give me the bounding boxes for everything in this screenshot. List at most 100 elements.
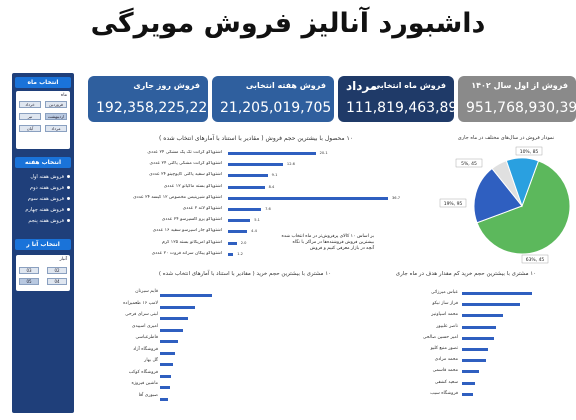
customer-bar <box>160 305 196 309</box>
seller-bar <box>462 370 480 374</box>
customers-title: ۱۰ مشتری با بیشترین حجم خرید ( مقادیر با… <box>158 271 332 277</box>
kpi-day: فروش روز جاری 192,358,225,225 <box>88 76 208 122</box>
top-product-label: اشتوپاکو پرو اکسپرسو ۲۴ عددی <box>161 217 222 223</box>
top-product-label: اشتوپاکو بسته ماکیاتو ۱۲ عددی <box>163 183 222 189</box>
radio-dot-icon <box>67 208 70 211</box>
top-product-label: اشتوپاکو گرانت تک پک مشکی ۲۴ عددی <box>147 150 222 155</box>
top-product-bar <box>228 219 251 223</box>
seller-bar <box>462 292 532 295</box>
year-box-title: آنبار <box>59 257 67 262</box>
kpi-value: 192,358,225,225 <box>96 100 208 116</box>
top-product-value: 8.4 <box>268 184 275 189</box>
month-chip[interactable]: فروردین <box>45 101 67 108</box>
sellers-title: ۱۰ مشتری با بیشترین حجم خرید کم مقدار هد… <box>395 271 537 277</box>
kpi-value: 111,819,463,898 <box>346 100 454 116</box>
top-product-label: اشتوپاکو جار اسپرسو سفید ۱۶ عددی <box>152 228 222 234</box>
top-product-bar <box>228 208 262 211</box>
week-item[interactable]: فروش هفته چهارم <box>16 207 70 213</box>
seller-label: امیر حسین صالحی <box>422 334 458 340</box>
week-item[interactable]: فروش هفته دوم <box>16 185 70 191</box>
pie-title: نمودار فروش در سال‌های مختلف در ماه جاری <box>457 135 555 141</box>
seller-label: محمد قاسمی <box>432 368 458 374</box>
kpi-label: فروش از اول سال ۱۴۰۲ <box>471 81 568 90</box>
top-product-label: اشتوپاکو شیرینیس مخصوص ۱۲ کیسه ۲۴ عددی <box>133 194 222 200</box>
week-item[interactable]: فروش هفته پنجم <box>16 218 70 224</box>
pie-label-box <box>439 198 467 208</box>
customer-bar <box>160 374 172 378</box>
customer-bar <box>160 294 212 297</box>
week-item[interactable]: فروش هفته اول <box>16 174 70 180</box>
top-product-value: 1.2 <box>237 251 243 256</box>
year-header: انتخاب آنا ر <box>15 239 71 250</box>
customer-label: فروشگاه آزاد <box>133 346 158 352</box>
radio-dot-icon <box>67 219 70 222</box>
kpi-label: فروش ماه انتخابی <box>372 81 446 90</box>
year-chip[interactable]: 02 <box>47 267 67 274</box>
kpi-label: فروش روز جاری <box>133 81 200 90</box>
radio-dot-icon <box>67 197 70 200</box>
year-chip[interactable]: 04 <box>47 278 67 285</box>
week-item[interactable]: فروش هفته سوم <box>16 196 70 202</box>
top-product-bar <box>228 174 268 178</box>
seller-bar <box>462 348 488 351</box>
customer-bar <box>160 363 173 366</box>
pie-chart: 63%, 45 19%, 95 5%, 45 10%, 85 <box>439 146 571 264</box>
pie-label: 63%, 45 <box>526 257 545 263</box>
kpi-month: فروش ماه انتخابی مرداد 111,819,463,898 <box>338 76 454 122</box>
top-products-title: ۱۰ محصول با بیشترین حجم فروش ( مقادیر با… <box>159 135 353 142</box>
top-product-bar <box>228 152 316 155</box>
pie-label-box <box>515 146 543 156</box>
top-product-label: اشتوپاکو سفید پاکتی کاپوچینو ۲۴ عددی <box>149 172 222 178</box>
seller-label: فراز ساز نیکو <box>432 301 458 307</box>
week-header: انتخاب هفته <box>15 157 71 168</box>
seller-label: تصور منبع کلیو <box>430 346 458 351</box>
customer-bar <box>160 351 176 355</box>
month-chip[interactable]: مرداد <box>45 125 67 132</box>
kpi-value: 951,768,930,395 <box>466 100 576 116</box>
seller-label: محمد اسپاونیز <box>431 312 458 318</box>
seller-label: فروشگاه سیب <box>430 390 458 396</box>
seller-bar <box>462 314 503 318</box>
pie-label: 19%, 95 <box>444 201 463 207</box>
seller-bar <box>462 325 497 329</box>
top-product-bar <box>228 185 265 189</box>
top-product-bar <box>228 230 248 234</box>
month-chip[interactable]: تیر <box>19 113 41 120</box>
year-chip[interactable]: 03 <box>19 267 39 274</box>
top-product-label: اشتوپاکو پیکان سرانه فروت ۲۰ عددی <box>151 250 222 256</box>
kpi-value: 21,205,019,705 <box>220 100 332 116</box>
pie-label: 10%, 85 <box>520 149 539 155</box>
month-slicer: ماه فروردین خرداد اردیبهشت تیر مرداد آبا… <box>16 91 70 149</box>
top-product-label: اشتوپاکو گرانت مشکی پاکتی ۲۴ عددی <box>149 161 222 167</box>
year-chip[interactable]: 05 <box>19 278 39 285</box>
seller-bar <box>462 336 495 340</box>
customer-label: گل بهار <box>144 358 158 363</box>
pie-note: بر اساس ۱۰ کالای پرفروش‌تر در ماه انتخاب… <box>281 234 374 251</box>
seller-bar <box>462 392 473 396</box>
seller-bar <box>462 303 521 307</box>
page-title: داشبورد آنالیز فروش مویرگی <box>90 8 486 39</box>
customer-label: فاطرعباسی <box>135 335 158 340</box>
radio-dot-icon <box>67 186 70 189</box>
customer-label: فروشگاه کوکب <box>128 369 158 375</box>
customer-bar <box>160 328 183 332</box>
month-chip[interactable]: اردیبهشت <box>45 113 67 120</box>
seller-label: محمد مرادی <box>434 357 458 363</box>
month-chip[interactable]: آبان <box>19 125 41 132</box>
month-header: انتخاب ماه <box>15 77 71 88</box>
top-product-bar <box>228 196 388 200</box>
pie-label: 5%, 45 <box>461 161 477 167</box>
month-chip[interactable]: خرداد <box>19 101 41 108</box>
kpi-label: فروش هفته انتخابی <box>245 81 326 90</box>
customer-bar <box>160 317 188 320</box>
customer-bar <box>160 397 168 401</box>
top-product-value: 20.1 <box>319 151 328 155</box>
customer-label: ماشین فیروزه <box>131 381 158 386</box>
kpi-since-start: فروش از اول سال ۱۴۰۲ 951,768,930,395 <box>458 76 576 122</box>
pie-slice <box>476 160 571 255</box>
customer-bar <box>160 340 179 343</box>
seller-bar <box>462 381 475 385</box>
seller-label: ناصر علیپور <box>436 323 458 329</box>
seller-label: سعید کشفی <box>434 379 458 385</box>
kpi-month-name: مرداد <box>346 79 378 93</box>
